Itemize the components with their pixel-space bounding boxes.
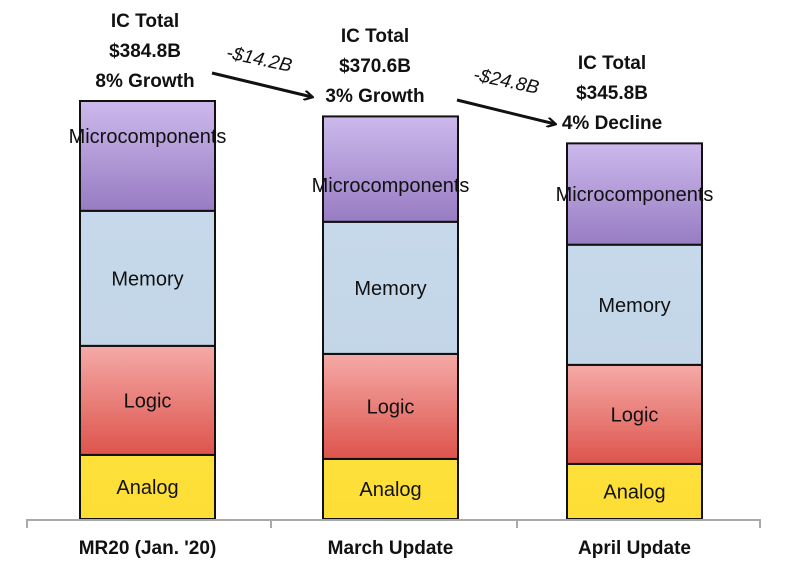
total-annotation: IC Total xyxy=(341,26,409,47)
bar-segment-microcomponents xyxy=(566,142,703,246)
x-tick-label: April Update xyxy=(578,538,691,559)
change-arrow xyxy=(211,71,312,97)
segment-label: Logic xyxy=(367,396,415,418)
delta-label: -$14.2B xyxy=(224,42,294,76)
bar-segment-logic xyxy=(322,352,459,460)
bar-segment-memory xyxy=(566,243,703,366)
bar-segment-microcomponents xyxy=(79,100,216,212)
segment-label: Memory xyxy=(354,278,426,300)
total-annotation: 3% Growth xyxy=(325,86,424,107)
segment-label: Microcomponents xyxy=(556,184,714,206)
total-annotation: $384.8B xyxy=(109,41,181,62)
segment-label: Logic xyxy=(124,390,172,412)
change-arrow xyxy=(456,98,555,124)
segment-label: Microcomponents xyxy=(69,126,227,148)
total-annotation: IC Total xyxy=(111,11,179,32)
total-annotation: 4% Decline xyxy=(562,113,662,134)
segment-label: Analog xyxy=(603,481,665,503)
total-annotation: 8% Growth xyxy=(95,71,194,92)
delta-label: -$24.8B xyxy=(471,64,541,98)
bar-segment-microcomponents xyxy=(322,115,459,223)
total-annotation: $345.8B xyxy=(576,83,648,104)
segment-label: Microcomponents xyxy=(312,175,470,197)
x-tick-label: March Update xyxy=(328,538,454,559)
bar-segment-memory xyxy=(322,220,459,355)
segment-label: Logic xyxy=(611,404,659,426)
segment-label: Analog xyxy=(359,479,421,501)
bar-segment-logic xyxy=(79,344,216,456)
segment-label: Memory xyxy=(598,295,670,317)
segment-label: Memory xyxy=(111,268,183,290)
bar-segment-analog xyxy=(79,453,216,521)
bar-segment-analog xyxy=(322,457,459,521)
total-annotation: $370.6B xyxy=(339,56,411,77)
segment-label: Analog xyxy=(116,477,178,499)
bar-segment-logic xyxy=(566,363,703,465)
total-annotation: IC Total xyxy=(578,53,646,74)
x-tick-label: MR20 (Jan. '20) xyxy=(79,538,217,559)
